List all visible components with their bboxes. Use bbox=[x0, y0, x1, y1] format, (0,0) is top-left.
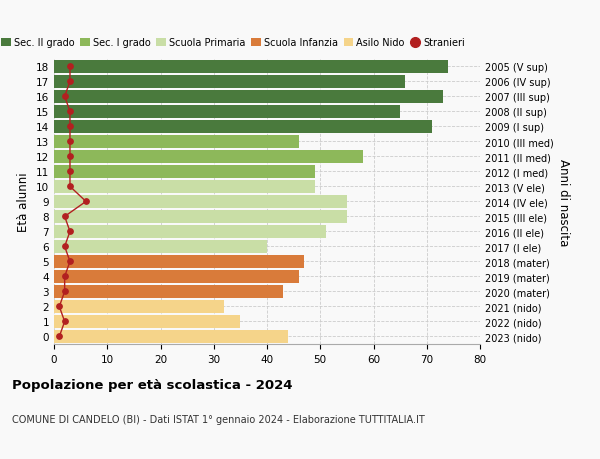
Point bbox=[60, 288, 70, 296]
Point bbox=[65, 108, 75, 116]
Bar bbox=[54, 121, 432, 134]
Bar bbox=[54, 285, 283, 298]
Bar bbox=[54, 91, 443, 103]
Point bbox=[55, 303, 64, 310]
Bar bbox=[54, 330, 289, 343]
Bar bbox=[54, 301, 224, 313]
Bar bbox=[54, 61, 448, 73]
Point bbox=[65, 153, 75, 161]
Bar bbox=[54, 225, 326, 238]
Point bbox=[60, 94, 70, 101]
Bar bbox=[54, 315, 241, 328]
Point bbox=[65, 228, 75, 235]
Bar bbox=[54, 180, 315, 193]
Y-axis label: Età alunni: Età alunni bbox=[17, 172, 31, 232]
Point bbox=[65, 183, 75, 190]
Point bbox=[81, 198, 91, 206]
Point bbox=[60, 213, 70, 221]
Point bbox=[65, 78, 75, 86]
Bar bbox=[54, 211, 347, 224]
Bar bbox=[54, 151, 363, 163]
Bar bbox=[54, 196, 347, 208]
Bar bbox=[54, 256, 304, 268]
Point bbox=[65, 63, 75, 71]
Point bbox=[60, 273, 70, 280]
Bar bbox=[54, 106, 400, 118]
Bar bbox=[54, 166, 315, 179]
Legend: Sec. II grado, Sec. I grado, Scuola Primaria, Scuola Infanzia, Asilo Nido, Stran: Sec. II grado, Sec. I grado, Scuola Prim… bbox=[0, 34, 469, 52]
Y-axis label: Anni di nascita: Anni di nascita bbox=[557, 158, 570, 246]
Bar bbox=[54, 270, 299, 283]
Point bbox=[65, 123, 75, 131]
Bar bbox=[54, 241, 267, 253]
Text: Popolazione per età scolastica - 2024: Popolazione per età scolastica - 2024 bbox=[12, 378, 293, 391]
Point bbox=[65, 258, 75, 266]
Bar bbox=[54, 136, 299, 148]
Bar bbox=[54, 76, 406, 89]
Point bbox=[65, 138, 75, 146]
Point bbox=[65, 168, 75, 176]
Point bbox=[55, 333, 64, 341]
Point bbox=[60, 318, 70, 325]
Point bbox=[60, 243, 70, 251]
Text: COMUNE DI CANDELO (BI) - Dati ISTAT 1° gennaio 2024 - Elaborazione TUTTITALIA.IT: COMUNE DI CANDELO (BI) - Dati ISTAT 1° g… bbox=[12, 414, 425, 424]
